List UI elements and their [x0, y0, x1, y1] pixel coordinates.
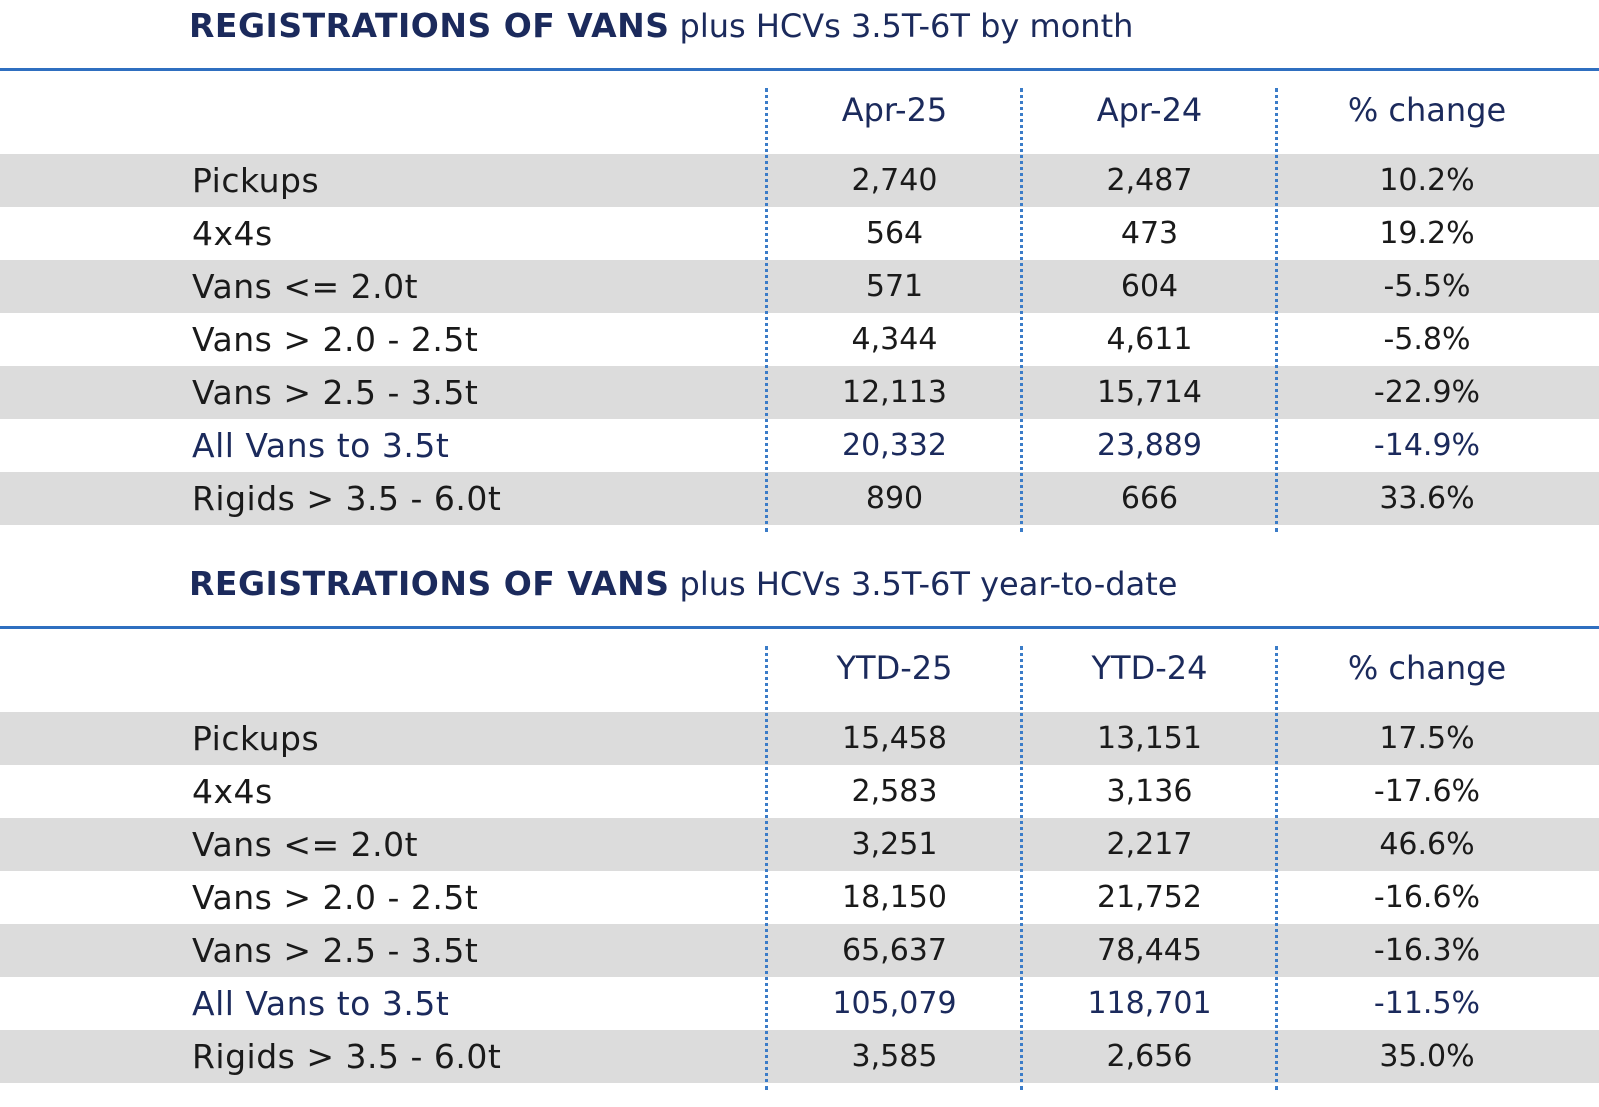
table-row: Vans > 2.5 - 3.5t 12,113 15,714 -22.9%: [0, 366, 1599, 419]
current-value: 571: [865, 269, 924, 304]
previous-value: 118,701: [1087, 986, 1212, 1021]
current-value: 105,079: [832, 986, 957, 1021]
row-label: Vans > 2.5 - 3.5t: [192, 931, 479, 970]
table-row: Vans > 2.0 - 2.5t 18,150 21,752 -16.6%: [0, 871, 1599, 924]
row-label: Vans > 2.5 - 3.5t: [192, 373, 479, 412]
column-divider: [1275, 88, 1278, 532]
previous-value: 666: [1120, 481, 1179, 516]
row-label: Vans > 2.0 - 2.5t: [192, 878, 479, 917]
column-divider: [765, 646, 768, 1090]
row-label: Vans <= 2.0t: [192, 825, 419, 864]
table-row: 4x4s 2,583 3,136 -17.6%: [0, 765, 1599, 818]
column-divider: [1275, 646, 1278, 1090]
percent-change: -16.6%: [1373, 880, 1481, 915]
row-label: Vans > 2.0 - 2.5t: [192, 320, 479, 359]
table-title-bold: REGISTRATIONS OF VANS: [189, 564, 670, 603]
previous-value: 3,136: [1106, 774, 1193, 809]
column-header-change: % change: [1347, 649, 1507, 687]
title-divider: [0, 626, 1599, 629]
row-label: 4x4s: [192, 214, 273, 253]
current-value: 2,740: [851, 163, 938, 198]
table-title-bold: REGISTRATIONS OF VANS: [189, 6, 670, 45]
column-header-current: Apr-25: [841, 91, 948, 129]
current-value: 15,458: [842, 721, 947, 756]
current-value: 3,585: [851, 1039, 938, 1074]
previous-value: 604: [1120, 269, 1179, 304]
table-row: Vans <= 2.0t 571 604 -5.5%: [0, 260, 1599, 313]
current-value: 20,332: [842, 428, 947, 463]
column-divider: [765, 88, 768, 532]
percent-change: -14.9%: [1373, 428, 1481, 463]
table-row: Rigids > 3.5 - 6.0t 3,585 2,656 35.0%: [0, 1030, 1599, 1083]
column-divider: [1020, 88, 1023, 532]
row-label: Vans <= 2.0t: [192, 267, 419, 306]
previous-value: 15,714: [1097, 375, 1202, 410]
column-header-previous: Apr-24: [1096, 91, 1203, 129]
table-row: 4x4s 564 473 19.2%: [0, 207, 1599, 260]
previous-value: 13,151: [1097, 721, 1202, 756]
table-row: Pickups 15,458 13,151 17.5%: [0, 712, 1599, 765]
previous-value: 2,656: [1106, 1039, 1193, 1074]
percent-change: 10.2%: [1379, 163, 1475, 198]
current-value: 3,251: [851, 827, 938, 862]
table-title-subtitle: plus HCVs 3.5T-6T year-to-date: [679, 565, 1178, 603]
percent-change: 46.6%: [1379, 827, 1475, 862]
row-label: 4x4s: [192, 772, 273, 811]
table-row-total: All Vans to 3.5t 20,332 23,889 -14.9%: [0, 419, 1599, 472]
current-value: 4,344: [851, 322, 938, 357]
previous-value: 78,445: [1097, 933, 1202, 968]
table-row: Rigids > 3.5 - 6.0t 890 666 33.6%: [0, 472, 1599, 525]
column-header-previous: YTD-24: [1091, 649, 1208, 687]
title-divider: [0, 68, 1599, 71]
previous-value: 473: [1120, 216, 1179, 251]
current-value: 564: [865, 216, 924, 251]
percent-change: 35.0%: [1379, 1039, 1475, 1074]
column-header-change: % change: [1347, 91, 1507, 129]
percent-change: -11.5%: [1373, 986, 1481, 1021]
table-row: Vans > 2.5 - 3.5t 65,637 78,445 -16.3%: [0, 924, 1599, 977]
column-header-current: YTD-25: [836, 649, 953, 687]
current-value: 2,583: [851, 774, 938, 809]
percent-change: -17.6%: [1373, 774, 1481, 809]
percent-change: -5.5%: [1383, 269, 1471, 304]
table-body: Pickups 15,458 13,151 17.5% 4x4s 2,583 3…: [0, 712, 1599, 1083]
row-label: Pickups: [192, 161, 320, 200]
table-body: Pickups 2,740 2,487 10.2% 4x4s 564 473 1…: [0, 154, 1599, 525]
table-title: REGISTRATIONS OF VANS plus HCVs 3.5T-6T y…: [189, 564, 1177, 604]
table-row-total: All Vans to 3.5t 105,079 118,701 -11.5%: [0, 977, 1599, 1030]
previous-value: 2,487: [1106, 163, 1193, 198]
table-title-subtitle: plus HCVs 3.5T-6T by month: [679, 7, 1134, 45]
table-row: Pickups 2,740 2,487 10.2%: [0, 154, 1599, 207]
percent-change: -22.9%: [1373, 375, 1481, 410]
current-value: 65,637: [842, 933, 947, 968]
previous-value: 2,217: [1106, 827, 1193, 862]
percent-change: 17.5%: [1379, 721, 1475, 756]
table-row: Vans <= 2.0t 3,251 2,217 46.6%: [0, 818, 1599, 871]
table-row: Vans > 2.0 - 2.5t 4,344 4,611 -5.8%: [0, 313, 1599, 366]
row-label: All Vans to 3.5t: [192, 984, 450, 1023]
previous-value: 23,889: [1097, 428, 1202, 463]
percent-change: -5.8%: [1383, 322, 1471, 357]
table-title: REGISTRATIONS OF VANS plus HCVs 3.5T-6T b…: [189, 6, 1133, 46]
row-label: Pickups: [192, 719, 320, 758]
current-value: 890: [865, 481, 924, 516]
column-divider: [1020, 646, 1023, 1090]
row-label: All Vans to 3.5t: [192, 426, 450, 465]
previous-value: 21,752: [1097, 880, 1202, 915]
percent-change: 19.2%: [1379, 216, 1475, 251]
row-label: Rigids > 3.5 - 6.0t: [192, 1037, 502, 1076]
percent-change: 33.6%: [1379, 481, 1475, 516]
current-value: 18,150: [842, 880, 947, 915]
current-value: 12,113: [842, 375, 947, 410]
percent-change: -16.3%: [1373, 933, 1481, 968]
row-label: Rigids > 3.5 - 6.0t: [192, 479, 502, 518]
previous-value: 4,611: [1106, 322, 1193, 357]
